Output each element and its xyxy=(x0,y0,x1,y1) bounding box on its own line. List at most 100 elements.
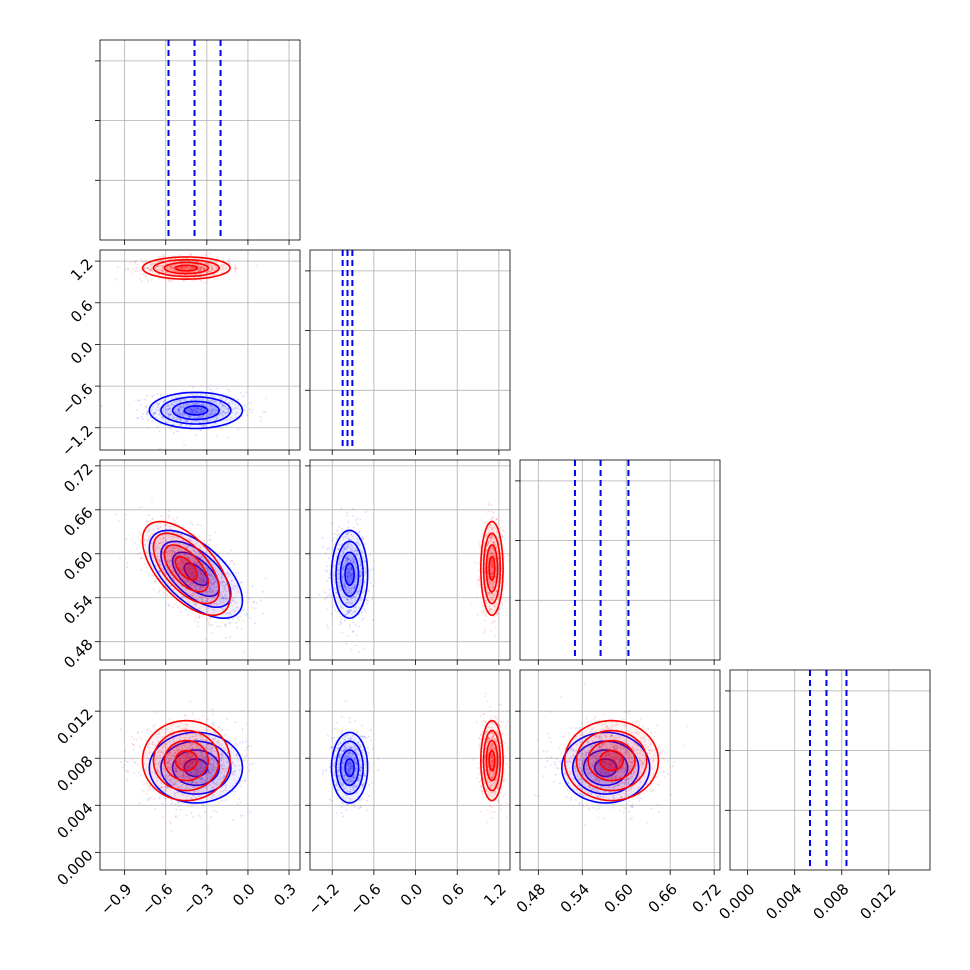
scatter-point xyxy=(181,578,184,581)
scatter-point xyxy=(227,407,230,410)
scatter-point xyxy=(190,581,193,584)
scatter-point xyxy=(208,573,211,576)
scatter-point xyxy=(193,412,196,415)
scatter-point xyxy=(202,581,205,584)
scatter-point xyxy=(480,533,483,536)
scatter-point xyxy=(199,268,202,271)
scatter-point xyxy=(200,261,203,264)
scatter-point xyxy=(136,552,139,555)
scatter-point xyxy=(206,567,209,570)
scatter-point xyxy=(152,588,155,591)
scatter-point xyxy=(158,430,161,433)
scatter-point xyxy=(145,259,148,262)
scatter-point xyxy=(210,266,213,269)
scatter-point xyxy=(233,268,236,271)
scatter-point xyxy=(209,410,212,413)
scatter-point xyxy=(214,580,217,583)
scatter-point xyxy=(187,580,190,583)
scatter-point xyxy=(231,587,234,590)
scatter-point xyxy=(222,607,225,610)
scatter-point xyxy=(172,268,175,271)
scatter-point xyxy=(157,402,160,405)
scatter-point xyxy=(190,572,193,575)
scatter-point xyxy=(157,260,160,263)
scatter-point xyxy=(196,523,199,526)
scatter-point xyxy=(211,708,214,711)
scatter-point xyxy=(489,629,492,632)
scatter-point xyxy=(209,816,212,819)
scatter-point xyxy=(191,567,194,570)
scatter-point xyxy=(179,394,182,397)
scatter-point xyxy=(152,405,155,408)
scatter-point xyxy=(221,573,224,576)
scatter-point xyxy=(209,404,212,407)
scatter-point xyxy=(146,413,149,416)
scatter-point xyxy=(208,558,211,561)
scatter-point xyxy=(140,415,143,418)
scatter-point xyxy=(208,534,211,537)
scatter-point xyxy=(206,399,209,402)
scatter-point xyxy=(168,412,171,415)
scatter-point xyxy=(212,273,215,276)
scatter-point xyxy=(240,610,243,613)
scatter-point xyxy=(207,607,210,610)
scatter-point xyxy=(202,420,205,423)
scatter-point xyxy=(181,267,184,270)
scatter-point xyxy=(215,409,218,412)
scatter-point xyxy=(173,416,176,419)
scatter-point xyxy=(146,520,149,523)
scatter-point xyxy=(242,619,245,622)
scatter-point xyxy=(239,615,242,618)
scatter-point xyxy=(184,267,187,270)
scatter-point xyxy=(339,620,342,623)
scatter-point xyxy=(201,265,204,268)
scatter-point xyxy=(173,416,176,419)
scatter-point xyxy=(191,592,194,595)
scatter-point xyxy=(248,617,251,620)
scatter-point xyxy=(159,268,162,271)
scatter-point xyxy=(163,399,166,402)
scatter-point xyxy=(201,615,204,618)
scatter-point xyxy=(330,595,333,598)
scatter-point xyxy=(180,267,183,270)
scatter-point xyxy=(234,265,237,268)
scatter-point xyxy=(180,412,183,415)
scatter-point xyxy=(149,269,152,272)
scatter-point xyxy=(182,569,185,572)
scatter-point xyxy=(351,514,354,517)
scatter-point xyxy=(220,426,223,429)
scatter-point xyxy=(226,612,229,615)
scatter-point xyxy=(182,406,185,409)
scatter-point xyxy=(142,273,145,276)
scatter-point xyxy=(221,266,224,269)
scatter-point xyxy=(165,271,168,274)
scatter-point xyxy=(192,270,195,273)
scatter-point xyxy=(171,546,174,549)
scatter-point xyxy=(193,412,196,415)
scatter-point xyxy=(196,398,199,401)
scatter-point xyxy=(201,414,204,417)
scatter-point xyxy=(219,581,222,584)
scatter-point xyxy=(170,413,173,416)
scatter-point xyxy=(163,407,166,410)
scatter-point xyxy=(180,584,183,587)
scatter-point xyxy=(178,565,181,568)
scatter-point xyxy=(205,281,208,284)
scatter-point xyxy=(470,602,473,605)
scatter-point xyxy=(490,510,493,513)
scatter-point xyxy=(173,567,176,570)
scatter-point xyxy=(220,265,223,268)
scatter-point xyxy=(216,625,219,628)
scatter-point xyxy=(222,405,225,408)
scatter-point xyxy=(124,513,127,516)
scatter-point xyxy=(244,749,247,752)
scatter-point xyxy=(177,417,180,420)
scatter-point xyxy=(251,606,254,609)
scatter-point xyxy=(220,413,223,416)
scatter-point xyxy=(243,404,246,407)
scatter-point xyxy=(209,579,212,582)
scatter-point xyxy=(208,270,211,273)
scatter-point xyxy=(200,261,203,264)
scatter-point xyxy=(170,404,173,407)
scatter-point xyxy=(218,602,221,605)
